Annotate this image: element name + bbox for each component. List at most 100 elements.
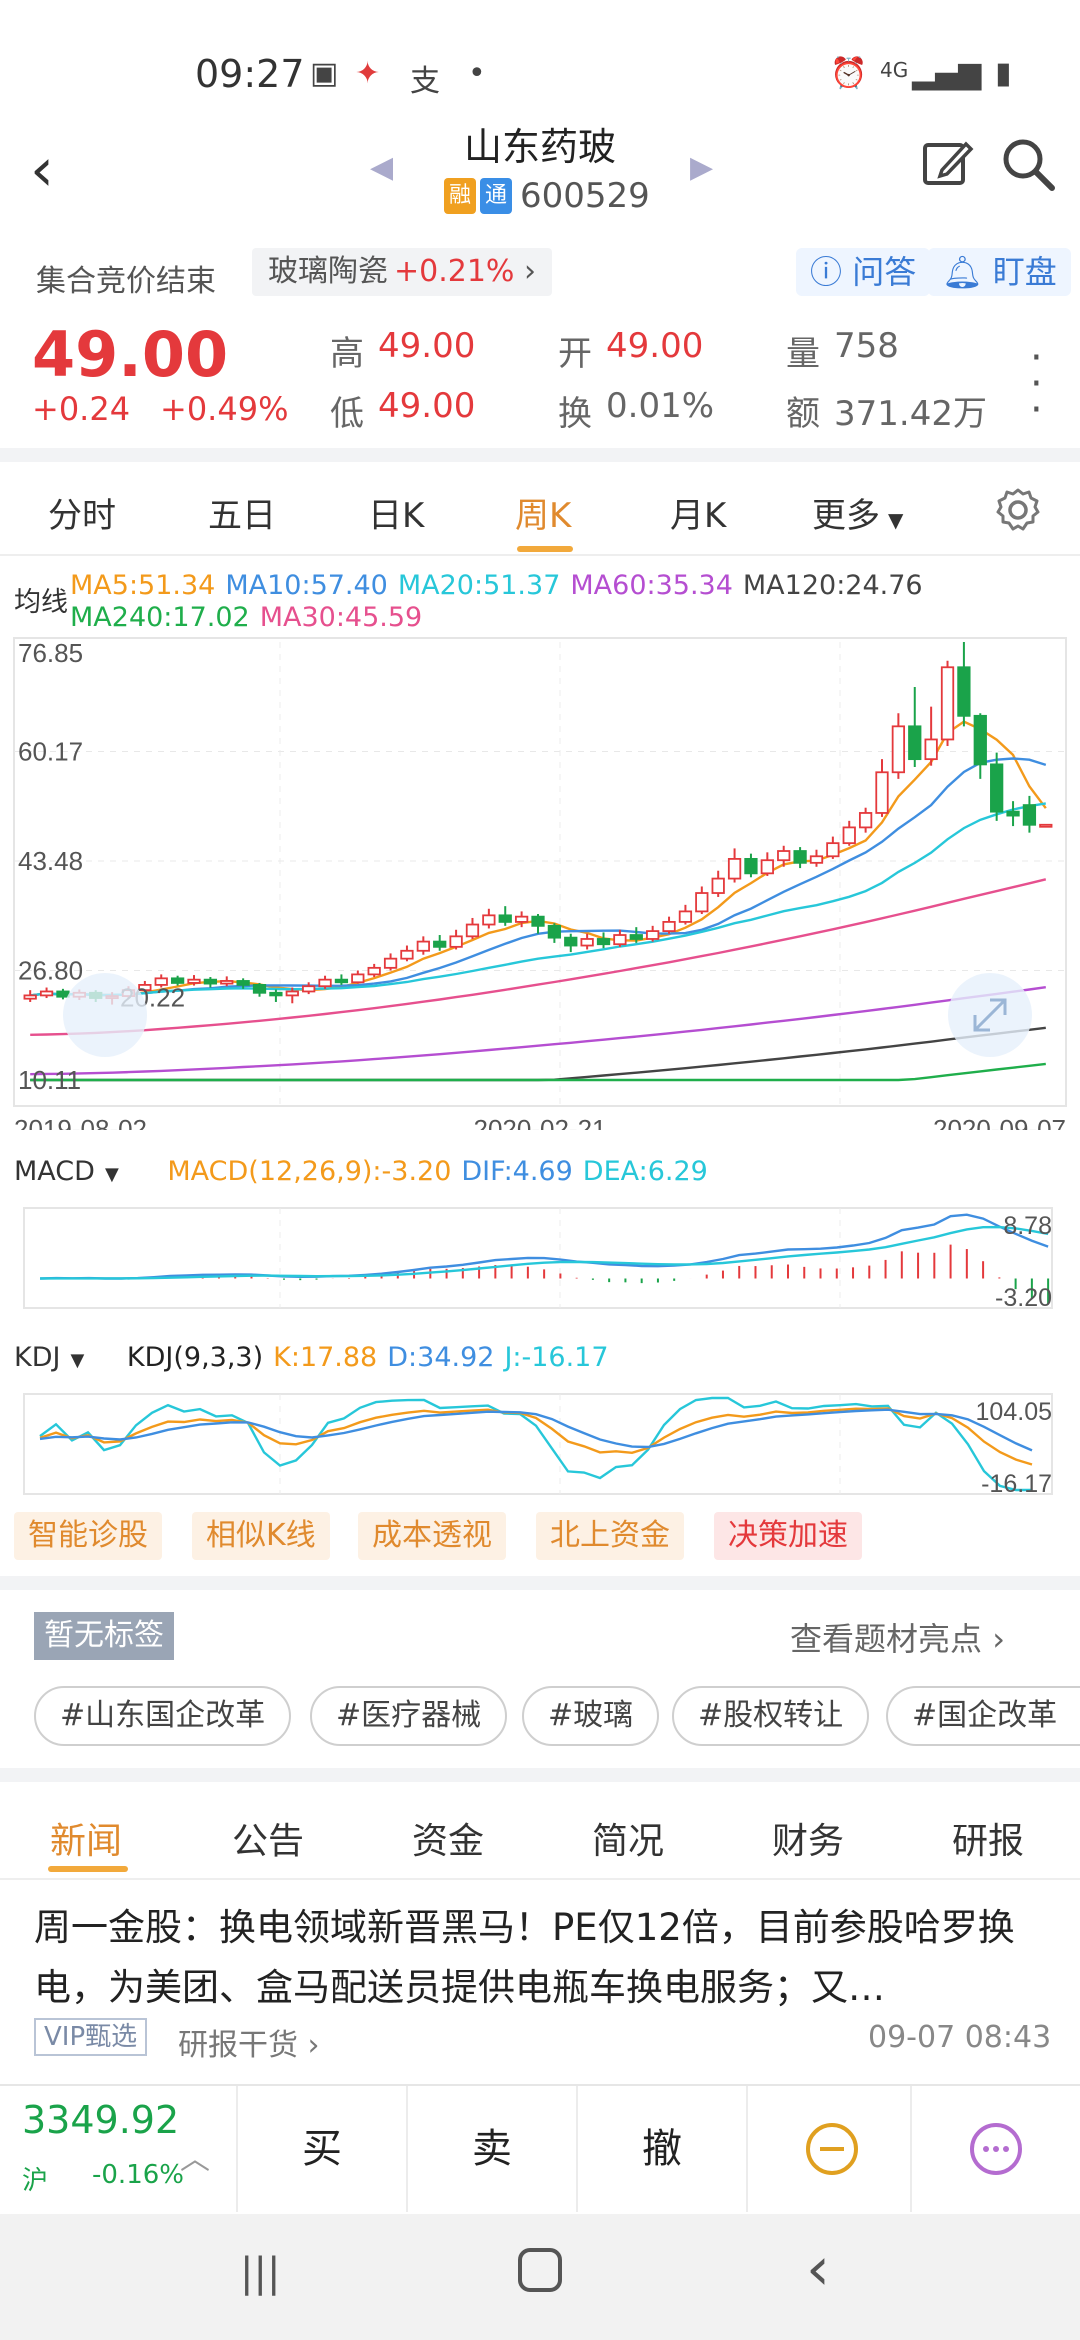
low-label: 低	[330, 394, 364, 434]
topic-chip[interactable]: #医疗器械	[310, 1686, 508, 1746]
auction-status: 集合竞价结束	[36, 264, 216, 299]
home-icon[interactable]	[518, 2248, 562, 2292]
sector-pill[interactable]: 玻璃陶瓷 +0.21% ›	[252, 248, 552, 296]
candle	[482, 908, 496, 929]
ma-legend-line1: MA5:51.34 MA10:57.40 MA20:51.37 MA60:35.34 M…	[70, 570, 933, 601]
prev-stock-icon[interactable]: ◀	[370, 150, 394, 185]
topic-chip[interactable]: #国企改革	[886, 1686, 1080, 1746]
candle-body	[170, 977, 185, 984]
j-line	[39, 1396, 1032, 1492]
tab-research[interactable]: 研报	[952, 1821, 1025, 1862]
candle	[220, 976, 234, 987]
topic-highlights-link[interactable]: 查看题材亮点 ›	[790, 1614, 1005, 1660]
tab-more[interactable]: 更多 ▼	[812, 488, 903, 537]
caret-down-icon: ▼	[70, 1350, 85, 1371]
sell-button[interactable]: 卖	[406, 2086, 576, 2212]
y-tick-label: 76.85	[18, 638, 83, 668]
candle-body	[809, 855, 824, 864]
search-icon[interactable]	[1000, 136, 1056, 196]
tab-news[interactable]: 新闻	[50, 1821, 123, 1862]
kdj-chart[interactable]: 104.05 -16.17	[0, 1386, 1080, 1500]
candle-body	[285, 990, 299, 997]
candle	[990, 752, 1004, 821]
watch-button[interactable]: 🔔︎ 盯盘	[928, 248, 1071, 296]
x-tick-label: 2020-09-07	[933, 1114, 1066, 1130]
tab-weekly-k[interactable]: 周K	[515, 496, 572, 536]
feature-decision[interactable]: 决策加速	[714, 1512, 862, 1560]
topic-chip[interactable]: #山东国企改革	[34, 1686, 292, 1746]
recent-apps-icon[interactable]: |||	[240, 2250, 281, 2296]
kdj-selector[interactable]: KDJ ▼	[14, 1342, 94, 1373]
tab-daily-k[interactable]: 日K	[368, 496, 425, 536]
divider	[0, 1768, 1080, 1782]
candle-body	[727, 857, 742, 880]
news-source[interactable]: 研报干货 ›	[178, 2020, 320, 2064]
candle-body	[678, 910, 693, 923]
candle	[449, 929, 463, 950]
more-circle-icon[interactable]	[910, 2086, 1080, 2212]
qa-button[interactable]: ⓘ 问答	[796, 248, 931, 296]
open-label: 开	[558, 334, 592, 374]
feature-similar-kline[interactable]: 相似K线	[192, 1512, 330, 1560]
buy-button[interactable]: 买	[236, 2086, 406, 2212]
back-nav-icon[interactable]: ‹	[806, 2234, 830, 2304]
feature-cost-analysis[interactable]: 成本透视	[358, 1512, 506, 1560]
tab-announcements[interactable]: 公告	[232, 1821, 305, 1862]
candle	[695, 886, 709, 915]
candle	[465, 917, 480, 939]
candle-body	[695, 892, 709, 913]
tab-profile[interactable]: 简况	[592, 1821, 665, 1862]
tab-financials[interactable]: 财务	[772, 1821, 845, 1862]
price-change-pct: +0.49%	[160, 390, 289, 428]
candle	[187, 975, 201, 986]
candle	[334, 974, 349, 985]
chart-frame	[23, 1207, 1053, 1309]
sector-name: 玻璃陶瓷	[268, 254, 388, 289]
stock-header: ‹ ◀ 山东药玻 融 通 600529 ▶	[0, 110, 1080, 230]
gear-icon[interactable]	[993, 485, 1043, 539]
candle-body	[777, 850, 791, 862]
active-news-tab-indicator	[48, 1866, 128, 1872]
candle-body	[940, 666, 955, 741]
candle	[400, 945, 414, 962]
more-icon[interactable]: · · ·	[1030, 335, 1043, 433]
chevron-up-icon[interactable]: ︿	[180, 2142, 210, 2177]
ma120-line	[30, 1026, 1046, 1082]
qa-label: 问答	[852, 253, 917, 291]
macd-legend: MACD ▼ MACD(12,26,9):-3.20 DIF:4.69 DEA:6.2…	[14, 1156, 718, 1187]
minus-circle-icon[interactable]	[746, 2086, 916, 2212]
feature-northbound[interactable]: 北上资金	[536, 1512, 684, 1560]
topic-chip[interactable]: #股权转让	[672, 1686, 870, 1746]
kline-chart[interactable]: 76.8560.1743.4826.8010.1120.222019-08-02…	[0, 630, 1080, 1130]
candle	[1022, 795, 1037, 833]
candle	[662, 916, 676, 934]
back-button[interactable]: ‹	[30, 135, 54, 205]
tab-funds[interactable]: 资金	[412, 1821, 485, 1862]
next-stock-icon[interactable]: ▶	[690, 150, 714, 185]
high-value: 49.00	[378, 326, 476, 366]
macd-chart[interactable]: 8.78 -3.20	[0, 1200, 1080, 1316]
topic-chip[interactable]: #玻璃	[522, 1686, 660, 1746]
macd-selector[interactable]: MACD ▼	[14, 1156, 129, 1187]
tab-wuri[interactable]: 五日	[208, 496, 276, 536]
candle	[318, 975, 332, 989]
candle	[547, 923, 562, 943]
candle-body	[465, 923, 480, 938]
prev-page-bubble	[63, 973, 147, 1057]
feature-smart-diagnosis[interactable]: 智能诊股	[14, 1512, 162, 1560]
ma240-line	[30, 1062, 1046, 1082]
tab-monthly-k[interactable]: 月K	[670, 496, 727, 536]
price-change: +0.24	[32, 390, 131, 428]
tab-fenshi[interactable]: 分时	[48, 496, 116, 536]
candle-body	[449, 935, 463, 948]
cancel-order-button[interactable]: 撤	[576, 2086, 746, 2212]
y-tick-label: -3.20	[995, 1284, 1052, 1312]
news-headline[interactable]: 周一金股：换电领域新晋黑马！PE仅12倍，目前参股哈罗换电，为美团、盒马配送员提…	[34, 1906, 1015, 2009]
candle	[973, 713, 987, 779]
edit-icon[interactable]	[920, 136, 974, 194]
x-tick-label: 2020-02-21	[474, 1114, 607, 1130]
candle-body	[220, 980, 234, 985]
index-value[interactable]: 3349.92	[22, 2098, 180, 2142]
candle	[940, 660, 955, 747]
candle-body	[924, 738, 938, 761]
